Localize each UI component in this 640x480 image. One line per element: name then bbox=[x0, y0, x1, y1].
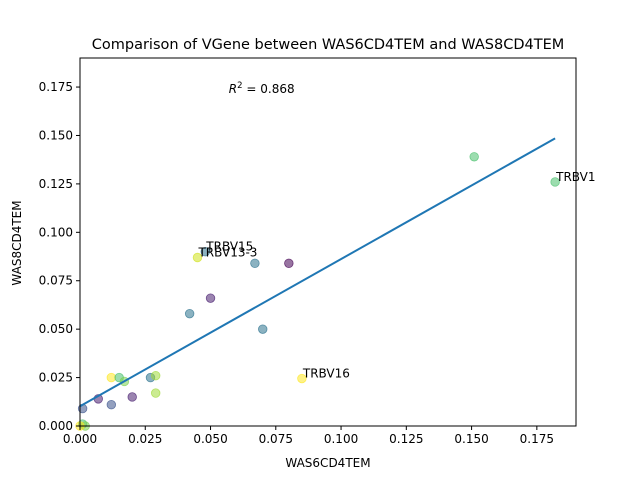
y-tick-label: 0.100 bbox=[39, 225, 73, 239]
data-point-6 bbox=[250, 258, 260, 269]
y-tick-label: 0.025 bbox=[39, 371, 73, 385]
y-tick-label: 0.175 bbox=[39, 80, 73, 94]
x-tick-label: 0.100 bbox=[324, 432, 358, 446]
data-point-15 bbox=[151, 370, 161, 381]
point-annotation-1: TRBV1 bbox=[555, 170, 595, 184]
data-point-2 bbox=[469, 152, 479, 162]
data-point-16 bbox=[151, 388, 161, 398]
x-tick-label: 0.075 bbox=[259, 432, 293, 446]
r-squared-annotation: R2 = 0.868 bbox=[229, 81, 295, 96]
chart-title: Comparison of VGene between WAS6CD4TEM a… bbox=[92, 37, 565, 53]
x-axis-label: WAS6CD4TEM bbox=[285, 456, 370, 470]
data-point-7 bbox=[284, 258, 294, 269]
plot-frame bbox=[79, 57, 577, 427]
y-tick-label: 0.075 bbox=[39, 274, 73, 288]
data-point-1 bbox=[550, 177, 560, 187]
y-tick-label: 0.150 bbox=[39, 128, 73, 142]
y-tick-label: 0.050 bbox=[39, 322, 73, 336]
point-annotation-3: TRBV15 bbox=[205, 240, 253, 254]
data-point-5 bbox=[297, 373, 307, 384]
x-tick-label: 0.150 bbox=[454, 432, 488, 446]
data-point-3 bbox=[200, 246, 211, 257]
y-tick-label: 0.000 bbox=[39, 419, 73, 433]
x-tick-label: 0.125 bbox=[389, 432, 423, 446]
data-point-8 bbox=[205, 293, 216, 303]
data-point-10 bbox=[258, 324, 268, 334]
x-tick-label: 0.175 bbox=[520, 432, 554, 446]
y-tick-label: 0.125 bbox=[39, 177, 73, 191]
data-point-17 bbox=[127, 392, 137, 402]
point-annotation-5: TRBV16 bbox=[302, 367, 350, 381]
point-annotation-4: TRBV13-3 bbox=[197, 245, 257, 259]
x-tick-label: 0.050 bbox=[193, 432, 227, 446]
data-point-18 bbox=[106, 399, 117, 410]
data-point-9 bbox=[184, 308, 195, 319]
x-tick-label: 0.000 bbox=[63, 432, 97, 446]
regression-line bbox=[79, 137, 556, 408]
data-point-11 bbox=[106, 372, 117, 383]
y-axis-label: WAS8CD4TEM bbox=[10, 200, 24, 285]
data-point-4 bbox=[192, 252, 203, 263]
x-tick-label: 0.025 bbox=[128, 432, 162, 446]
